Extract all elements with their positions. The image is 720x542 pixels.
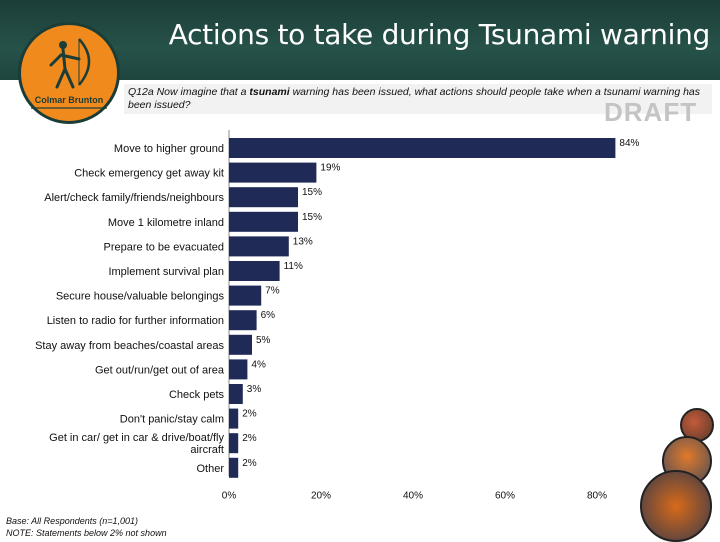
value-label-alert-check-family-friends-neighbours: 15% xyxy=(302,187,322,198)
value-label-don-t-panic-stay-calm: 2% xyxy=(242,409,257,420)
archer-icon xyxy=(49,38,91,89)
page-title: Actions to take during Tsunami warning xyxy=(168,18,711,51)
bar-stay-away-from-beaches-coastal-areas xyxy=(229,334,252,355)
bar-other xyxy=(229,457,239,478)
bar-get-in-car-get-in-car-drive-boat-fly-aircraft xyxy=(229,433,239,454)
value-label-implement-survival-plan: 11% xyxy=(284,261,303,272)
category-label-alert-check-family-friends-neighbours: Alert/check family/friends/neighbours xyxy=(44,192,224,204)
value-label-secure-house-valuable-belongings: 7% xyxy=(265,286,280,297)
x-tick-label-40: 40% xyxy=(403,490,423,501)
bar-alert-check-family-friends-neighbours xyxy=(229,187,298,208)
value-label-move-1-kilometre-inland: 15% xyxy=(302,212,322,223)
x-tick-label-0: 0% xyxy=(222,490,237,501)
x-tick-label-60: 60% xyxy=(495,490,515,501)
bar-move-1-kilometre-inland xyxy=(229,211,298,232)
bar-don-t-panic-stay-calm xyxy=(229,408,239,429)
value-label-stay-away-from-beaches-coastal-areas: 5% xyxy=(256,335,271,346)
value-label-get-in-car-get-in-car-drive-boat-fly-aircraft: 2% xyxy=(242,433,257,444)
bar-chart: Move to higher ground 84% Check emergency … xyxy=(35,130,640,501)
category-label-check-pets: Check pets xyxy=(169,389,225,401)
photo-person-1 xyxy=(680,408,714,442)
bar-secure-house-valuable-belongings xyxy=(229,285,262,306)
footnote-base: Base: All Respondents (n=1,001) xyxy=(6,516,138,526)
company-logo: Colmar Brunton xyxy=(18,22,120,124)
category-label-move-to-higher-ground: Move to higher ground xyxy=(114,143,224,155)
photo-group xyxy=(640,470,712,542)
survey-question: Q12a Now imagine that a tsunami warning … xyxy=(124,84,712,114)
value-label-get-out-run-get-out-of-area: 4% xyxy=(251,359,266,370)
x-tick-label-80: 80% xyxy=(587,490,607,501)
x-tick-label-20: 20% xyxy=(311,490,331,501)
category-label-don-t-panic-stay-calm: Don't panic/stay calm xyxy=(120,414,224,426)
category-label-move-1-kilometre-inland: Move 1 kilometre inland xyxy=(108,217,224,229)
category-label-listen-to-radio-for-further-information: Listen to radio for further information xyxy=(47,315,224,327)
bar-move-to-higher-ground xyxy=(229,138,616,158)
category-label-prepare-to-be-evacuated: Prepare to be evacuated xyxy=(104,241,224,253)
bar-implement-survival-plan xyxy=(229,261,280,281)
bar-prepare-to-be-evacuated xyxy=(229,236,289,257)
value-label-listen-to-radio-for-further-information: 6% xyxy=(261,310,276,321)
question-prefix: Q12a Now imagine that a xyxy=(128,86,250,98)
category-label-secure-house-valuable-belongings: Secure house/valuable belongings xyxy=(56,291,225,303)
bar-get-out-run-get-out-of-area xyxy=(229,359,248,380)
question-suffix: warning has been issued, what actions sh… xyxy=(128,86,701,111)
question-emphasis: tsunami xyxy=(249,86,290,98)
category-label-stay-away-from-beaches-coastal-areas: Stay away from beaches/coastal areas xyxy=(35,340,224,352)
bar-listen-to-radio-for-further-information xyxy=(229,310,257,331)
value-label-prepare-to-be-evacuated: 13% xyxy=(293,236,313,247)
category-label-check-emergency-get-away-kit: Check emergency get away kit xyxy=(74,168,224,180)
value-label-check-emergency-get-away-kit: 19% xyxy=(320,163,340,174)
bar-check-pets xyxy=(229,384,243,404)
logo-tagline xyxy=(31,107,107,109)
value-label-other: 2% xyxy=(242,458,257,469)
draft-watermark: DRAFT xyxy=(604,97,698,127)
value-label-check-pets: 3% xyxy=(247,384,262,395)
category-label-other: Other xyxy=(196,463,224,475)
category-label-implement-survival-plan: Implement survival plan xyxy=(108,266,224,278)
value-label-move-to-higher-ground: 84% xyxy=(619,138,639,149)
bar-check-emergency-get-away-kit xyxy=(229,162,317,183)
logo-text: Colmar Brunton xyxy=(34,95,104,105)
header-bar: Actions to take during Tsunami warning xyxy=(0,0,720,80)
category-label-get-out-run-get-out-of-area: Get out/run/get out of area xyxy=(95,364,225,376)
category-label-get-in-car-get-in-car-drive-boat-fly-aircraft: Get in car/ get in car & drive/boat/fly a… xyxy=(49,432,224,456)
footnote-note: NOTE: Statements below 2% not shown xyxy=(6,528,167,538)
